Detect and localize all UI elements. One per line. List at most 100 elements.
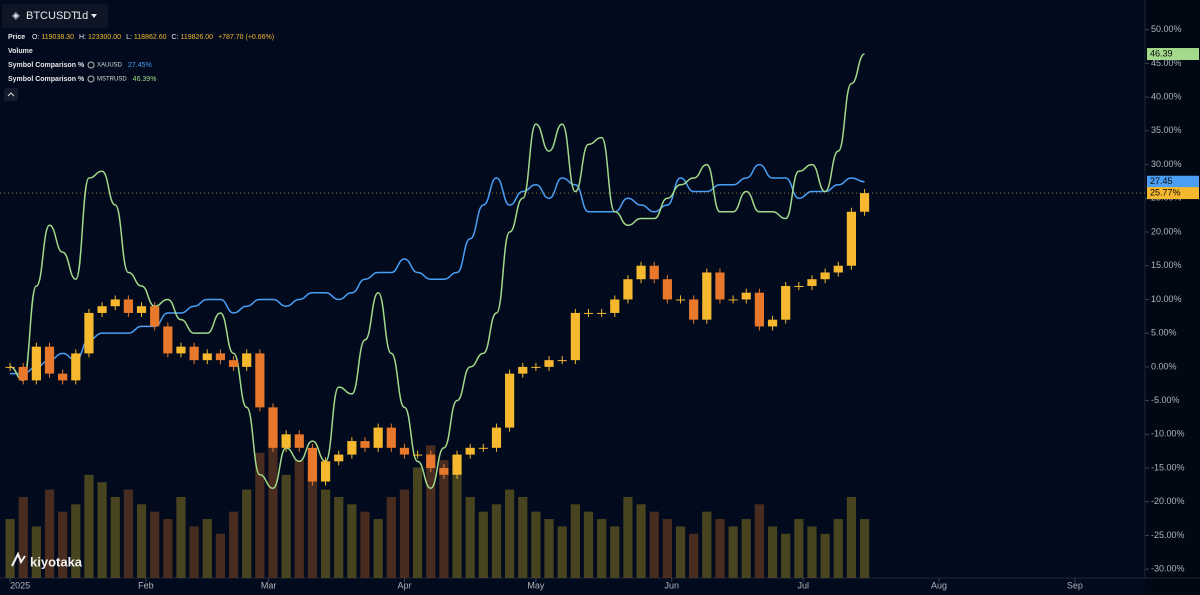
ohlc-label: O: — [32, 34, 39, 41]
candle-body — [702, 272, 712, 320]
y-tick-label: 40.00% — [1151, 91, 1182, 101]
candle-body — [347, 441, 357, 455]
volume-bar — [833, 519, 843, 578]
candle-body — [465, 447, 475, 455]
volume-bar — [386, 496, 396, 578]
volume-bar — [373, 519, 383, 578]
y-tick-label: 45.00% — [1151, 58, 1182, 68]
x-tick-label: Mar — [261, 580, 277, 590]
price-label: Price — [8, 34, 25, 41]
candle-body — [189, 346, 199, 361]
y-tick-label: -10.00% — [1151, 429, 1185, 439]
candle-body — [163, 326, 173, 354]
candle-body — [215, 353, 226, 361]
candle-body — [754, 292, 764, 327]
candle-body — [255, 353, 265, 408]
ohlc-label: L: — [126, 34, 132, 41]
ohlc-label: H: — [79, 34, 86, 41]
candle-body — [767, 319, 778, 327]
volume-bar — [570, 504, 580, 578]
volume-bar — [255, 452, 265, 578]
volume-bar — [5, 519, 15, 578]
candle-body — [557, 360, 567, 362]
candle-body — [5, 366, 15, 368]
volume-bar — [242, 489, 252, 578]
candle-body — [820, 272, 830, 280]
ohlc-value: 118862.60 — [134, 34, 167, 41]
volume-bar — [412, 467, 423, 578]
y-tick-label: -15.00% — [1151, 462, 1185, 472]
ohlc-value: 119826.00 — [180, 34, 213, 41]
logo: kiyotaka — [30, 554, 83, 569]
y-tick-label: -25.00% — [1151, 530, 1185, 540]
candle-body — [334, 454, 344, 462]
comparison-symbol: MSTRUSD — [97, 77, 127, 83]
collapse-button[interactable] — [4, 88, 18, 101]
candle-body — [583, 312, 594, 314]
dropdown-arrow[interactable] — [91, 14, 97, 18]
volume-bar — [84, 474, 94, 578]
volume-bar — [426, 445, 436, 578]
volume-bar — [176, 496, 186, 578]
candle-body — [728, 299, 738, 301]
candle-body — [518, 366, 528, 374]
y-tick-label: 0.00% — [1151, 361, 1177, 371]
candle-body — [846, 211, 857, 266]
volume-bar — [702, 511, 712, 578]
x-tick-label: Jun — [664, 580, 679, 590]
volume-bar — [859, 519, 870, 578]
price-badge-label: 46.39 — [1150, 48, 1173, 58]
candle-body — [228, 360, 239, 367]
volume-bar — [399, 489, 410, 578]
y-tick-label: 30.00% — [1151, 159, 1182, 169]
volume-bar — [846, 496, 857, 578]
comparison-label: Symbol Comparison % — [8, 76, 85, 83]
candle-body — [662, 279, 672, 300]
candle-body — [399, 447, 410, 455]
symbol: BTCUSDT — [26, 10, 78, 22]
header: BTCUSDT ◈ 1d Price O: 119038.30 H: 123300.0… — [2, 4, 274, 101]
y-tick-label: -30.00% — [1151, 564, 1185, 574]
candle-body — [452, 454, 462, 475]
volume-bar — [320, 489, 331, 578]
volume-bar — [623, 496, 633, 578]
comparison-line — [10, 163, 865, 375]
volume-bar — [228, 511, 239, 578]
volume-bar — [583, 511, 594, 578]
candle-body — [268, 407, 278, 448]
candle-body — [741, 292, 751, 300]
x-tick-label: 2025 — [10, 580, 30, 590]
candle-body — [544, 360, 554, 367]
interval[interactable]: 1d — [76, 10, 88, 22]
volume-bar — [807, 526, 817, 578]
candle-body — [176, 346, 186, 354]
volume-bar — [636, 504, 646, 578]
candle-body — [412, 454, 423, 456]
ohlc-value: 123300.00 — [88, 34, 121, 41]
volume-bar — [189, 526, 199, 578]
price-badge — [1147, 187, 1199, 200]
candle-body — [18, 366, 28, 381]
candle-body — [307, 447, 318, 482]
ohlc-label: C: — [171, 34, 178, 41]
candle-body — [84, 312, 94, 354]
candle-body — [833, 265, 843, 273]
symbol-box[interactable] — [2, 4, 108, 28]
volume-bar — [662, 519, 672, 578]
volume-bar — [675, 526, 686, 578]
volume-label: Volume — [8, 48, 33, 55]
volume-bar — [715, 519, 725, 578]
comparison-line — [9, 53, 865, 490]
candle-body — [689, 299, 699, 320]
candle-body — [636, 265, 646, 280]
comparison-symbol: XAUUSD — [97, 63, 123, 69]
volume-bar — [610, 526, 620, 578]
volume-bar — [163, 519, 173, 578]
candle-body — [570, 312, 580, 361]
candle-body — [373, 427, 383, 448]
candle-body — [649, 265, 659, 280]
volume-bar — [728, 526, 738, 578]
x-tick-label: Sep — [1067, 580, 1083, 590]
volume-bar — [767, 526, 778, 578]
